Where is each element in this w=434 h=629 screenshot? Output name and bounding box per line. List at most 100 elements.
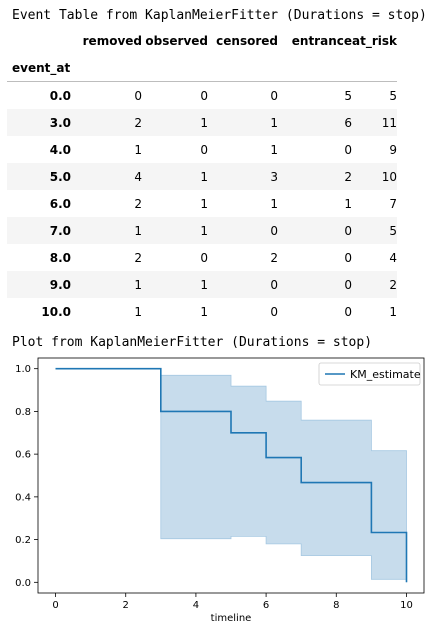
table-cell-censored: 0 [270,88,278,103]
empty-header-cell [142,54,208,82]
table-row: 4.0 1 0 1 0 9 [7,136,397,163]
table-cell-censored: 3 [270,169,278,184]
event-table: removed observed censored entrance at_ri… [7,27,397,325]
table-row: 5.0 4 1 3 2 10 [7,163,397,190]
table-cell-removed: 1 [134,223,142,238]
y-tick-label: 0.8 [15,407,31,418]
table-cell-removed: 1 [134,277,142,292]
corner-header [7,27,71,54]
y-tick-label: 0.0 [15,578,31,589]
table-cell-censored: 2 [270,250,278,265]
table-cell-removed: 2 [134,250,142,265]
table-cell-observed: 0 [200,250,208,265]
column-header-row: removed observed censored entrance at_ri… [7,27,397,54]
legend-entry-km-estimate: KM_estimate [350,368,421,381]
index-name-row: event_at [7,54,397,82]
plot-title: Plot from KaplanMeierFitter (Durations =… [12,335,373,350]
table-cell-censored: 1 [270,115,278,130]
chart-axes: 0 2 4 6 8 10 0.0 0.2 0.4 0.6 0.8 1.0 timeline [15,357,425,624]
table-row: 9.0 1 1 0 0 2 [7,271,397,298]
table-row: 6.0 2 1 1 1 7 [7,190,397,217]
table-row: 0.0 0 0 0 5 5 [7,82,397,110]
plot-frame [37,357,425,594]
table-cell-at-risk: 5 [389,88,397,103]
table-cell-entrance: 0 [344,223,352,238]
km-line-group [55,367,408,583]
table-cell-at-risk: 7 [389,196,397,211]
table-cell-at-risk: 4 [389,250,397,265]
table-cell-removed: 2 [134,196,142,211]
row-index-event-at: 9.0 [49,277,71,292]
row-index-event-at: 7.0 [49,223,71,238]
table-cell-at-risk: 5 [389,223,397,238]
event-table-title: Event Table from KaplanMeierFitter (Dura… [12,8,427,23]
column-header-censored: censored [216,33,278,48]
x-tick-label: 0 [52,600,58,611]
table-cell-entrance: 2 [344,169,352,184]
table-cell-entrance: 5 [344,88,352,103]
index-name-header: event_at [7,54,71,82]
column-header-removed: removed [82,33,142,48]
event-table-body: 0.0 0 0 0 5 5 3.0 2 1 1 6 11 4.0 1 0 1 0 9 5.0 4 1 3 2 10 6.0 2 1 1… [7,82,397,326]
table-cell-at-risk: 2 [389,277,397,292]
table-cell-entrance: 0 [344,304,352,319]
table-row: 3.0 2 1 1 6 11 [7,109,397,136]
x-tick-label: 6 [263,600,269,611]
table-cell-censored: 1 [270,196,278,211]
column-header-observed: observed [145,33,208,48]
x-tick-label: 2 [123,600,129,611]
x-tick-label: 10 [400,600,413,611]
table-cell-observed: 1 [200,277,208,292]
table-cell-entrance: 0 [344,142,352,157]
row-index-event-at: 6.0 [49,196,71,211]
column-header-entrance: entrance [291,33,352,48]
table-cell-removed: 4 [134,169,142,184]
table-cell-censored: 0 [270,223,278,238]
column-header-at-risk: at_risk [352,33,397,48]
y-tick-label: 0.4 [15,492,31,503]
table-cell-at-risk: 9 [389,142,397,157]
table-cell-observed: 0 [200,88,208,103]
empty-header-cell [71,54,142,82]
table-cell-removed: 2 [134,115,142,130]
row-index-event-at: 4.0 [49,142,71,157]
row-index-event-at: 8.0 [49,250,71,265]
x-tick-label: 4 [193,600,199,611]
row-index-event-at: 5.0 [49,169,71,184]
table-cell-removed: 1 [134,304,142,319]
table-cell-censored: 0 [270,277,278,292]
table-cell-observed: 1 [200,115,208,130]
table-cell-at-risk: 1 [389,304,397,319]
table-cell-removed: 1 [134,142,142,157]
table-cell-observed: 1 [200,196,208,211]
table-cell-censored: 0 [270,304,278,319]
table-cell-observed: 0 [200,142,208,157]
table-cell-at-risk: 11 [381,115,397,130]
km-chart: 0 2 4 6 8 10 0.0 0.2 0.4 0.6 0.8 1.0 timeline KM_est… [15,357,425,624]
table-cell-entrance: 1 [344,196,352,211]
empty-header-cell [208,54,278,82]
table-cell-at-risk: 10 [381,169,397,184]
empty-header-cell [352,54,397,82]
table-cell-observed: 1 [200,223,208,238]
x-axis-label: timeline [211,613,252,624]
table-cell-censored: 1 [270,142,278,157]
y-tick-label: 0.6 [15,450,31,461]
table-row: 10.0 1 1 0 0 1 [7,298,397,325]
chart-legend: KM_estimate [318,362,421,386]
confidence-interval-area [55,368,407,583]
table-cell-entrance: 0 [344,277,352,292]
table-cell-removed: 0 [134,88,142,103]
legend-box [318,362,421,386]
table-cell-entrance: 0 [344,250,352,265]
row-index-event-at: 0.0 [49,88,71,103]
empty-header-cell [278,54,352,82]
x-tick-label: 8 [333,600,339,611]
table-cell-observed: 1 [200,304,208,319]
table-cell-observed: 1 [200,169,208,184]
km-estimate-line [55,367,408,583]
y-tick-label: 0.2 [15,535,31,546]
table-row: 8.0 2 0 2 0 4 [7,244,397,271]
confidence-band [55,368,407,583]
y-tick-label: 1.0 [15,364,31,375]
